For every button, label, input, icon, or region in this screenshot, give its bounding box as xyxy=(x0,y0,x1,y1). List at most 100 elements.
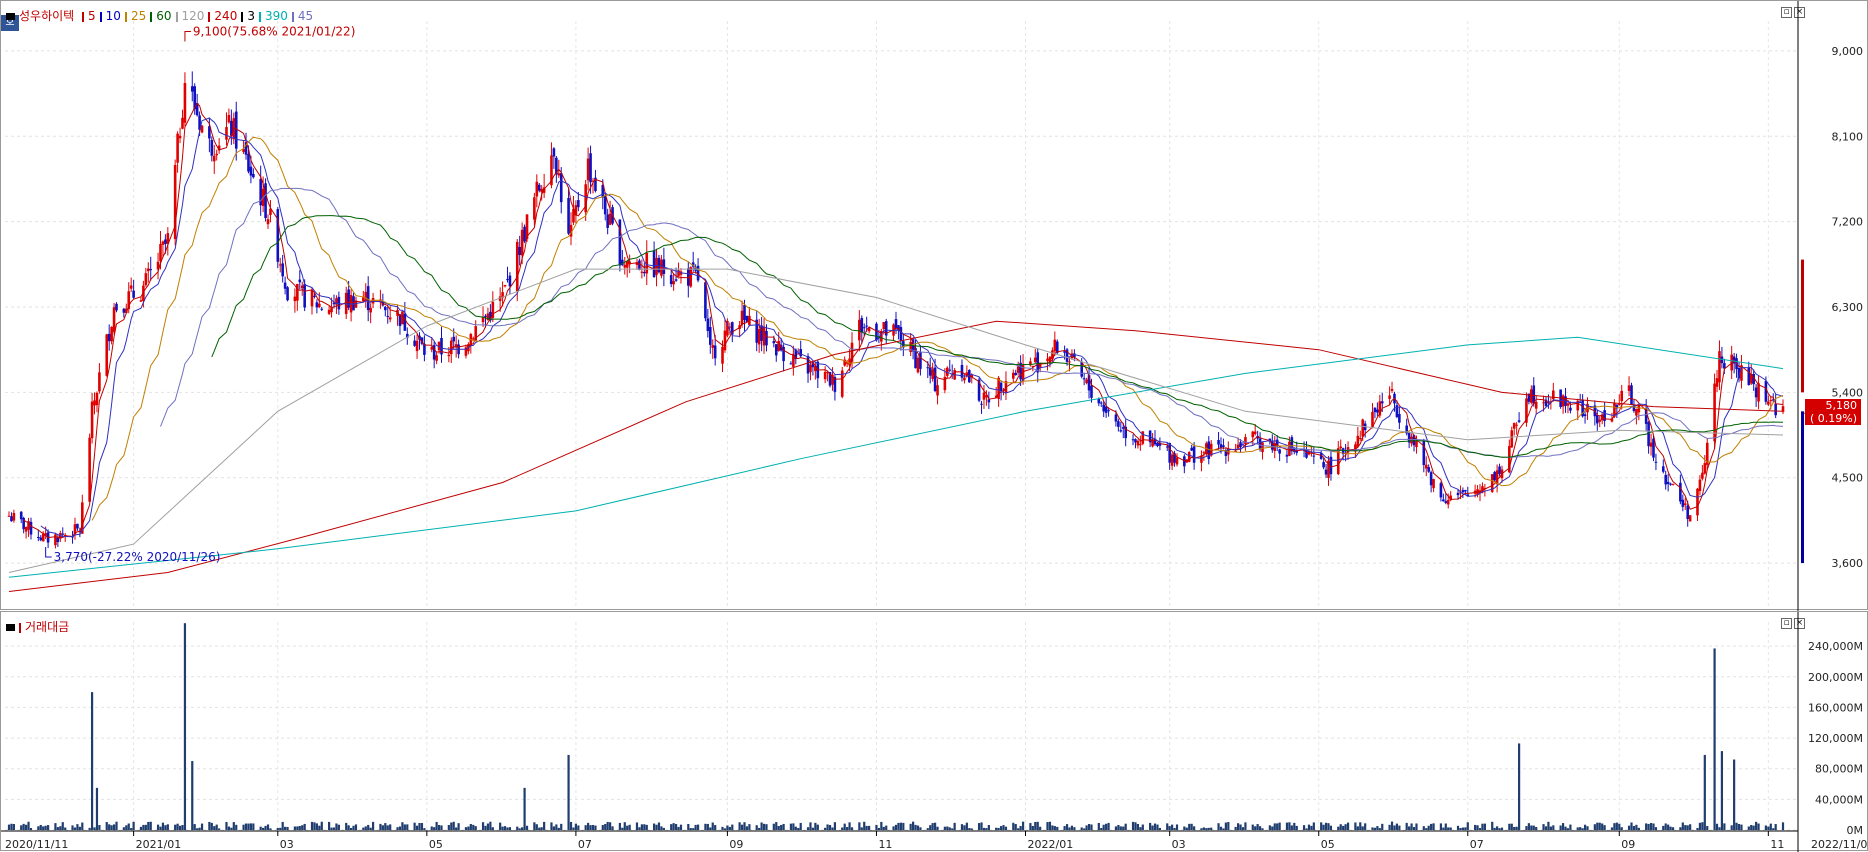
volume-bar xyxy=(1715,823,1719,830)
volume-bar xyxy=(1508,823,1511,830)
candle-body xyxy=(281,263,284,277)
volume-bar xyxy=(130,828,133,830)
candle-body xyxy=(29,521,33,535)
volume-bar xyxy=(1258,826,1262,830)
minimize-icon[interactable]: ▫ xyxy=(1781,7,1792,18)
candle-body xyxy=(183,83,187,123)
volume-bar xyxy=(1764,825,1767,830)
volume-bar xyxy=(1496,826,1499,830)
candle-body xyxy=(1239,442,1242,447)
candle-body xyxy=(449,340,453,355)
ma-label: 240 xyxy=(214,9,238,23)
price-chart-pane[interactable]: 호 성우하이텍 5 10 25 60 120 240 3 390 45 ▫ × 9,000 8,10… xyxy=(0,0,1868,611)
volume-bar xyxy=(1119,826,1122,830)
candle-body xyxy=(997,377,1000,399)
minimize-icon[interactable]: ▫ xyxy=(1781,618,1792,629)
candle-body xyxy=(195,103,199,116)
volume-bar xyxy=(1183,826,1186,830)
volume-bar xyxy=(1234,826,1237,830)
volume-bar xyxy=(1647,823,1650,830)
volume-bar xyxy=(709,827,712,830)
volume-bar xyxy=(1706,826,1709,830)
volume-bar xyxy=(982,827,986,830)
volume-bar xyxy=(88,827,91,830)
volume-bar xyxy=(176,823,179,830)
candle-body xyxy=(1664,474,1668,485)
volume-bar xyxy=(638,827,641,830)
candle-body xyxy=(486,313,490,320)
candle-body xyxy=(674,279,678,281)
volume-bar xyxy=(252,823,255,830)
candle-body xyxy=(828,372,832,386)
y-tick-label: 9,000 xyxy=(1832,45,1864,58)
volume-bar xyxy=(1151,825,1154,830)
volume-bar xyxy=(1664,823,1667,830)
candle-body xyxy=(354,300,358,308)
candle-body xyxy=(1173,453,1176,463)
candle-body xyxy=(1566,403,1570,406)
volume-bar xyxy=(1579,827,1582,830)
volume-bar xyxy=(1254,826,1257,830)
volume-bar xyxy=(591,824,595,830)
candle-body xyxy=(806,356,810,374)
candle-body xyxy=(931,369,934,379)
candle-body xyxy=(1679,482,1682,502)
volume-bar xyxy=(618,822,621,830)
volume-bar xyxy=(440,825,443,830)
volume-bar xyxy=(1510,823,1513,830)
candle-body xyxy=(1019,362,1022,380)
volume-bar xyxy=(1271,826,1274,830)
volume-bar xyxy=(1014,824,1017,830)
volume-bar xyxy=(704,823,707,830)
candle-body xyxy=(1671,484,1675,486)
current-change-tag: ( 0.19%) xyxy=(1805,412,1861,425)
candle-body xyxy=(1192,446,1196,463)
candle-body xyxy=(37,536,40,538)
volume-bar xyxy=(181,825,184,830)
candle-body xyxy=(926,367,930,369)
candle-body xyxy=(862,327,866,329)
candle-body xyxy=(1290,437,1294,452)
volume-bar xyxy=(943,826,946,830)
candle-body xyxy=(161,241,165,245)
volume-bar xyxy=(367,824,370,830)
volume-bar xyxy=(533,822,536,830)
volume-bar xyxy=(232,822,235,830)
high-annotation-leader xyxy=(184,30,191,42)
volume-bar xyxy=(1056,826,1059,830)
volume-bar xyxy=(301,825,304,830)
candle-body xyxy=(1610,418,1614,422)
candle-body xyxy=(1170,454,1174,466)
candle-body xyxy=(960,364,964,378)
candle-body xyxy=(1661,466,1665,472)
volume-bar xyxy=(745,826,749,830)
volume-bar xyxy=(1322,824,1325,830)
volume-bar xyxy=(178,825,182,830)
volume-bar xyxy=(868,825,871,830)
volume-bar xyxy=(672,823,675,830)
volume-bar xyxy=(1703,754,1706,830)
volume-chart-pane[interactable]: 거래대금 ▫ × 240,000M 200,000M 160,000M 120,000M… xyxy=(0,611,1868,852)
candle-body xyxy=(173,165,177,240)
volume-bar xyxy=(1175,824,1179,830)
volume-bar xyxy=(1337,826,1340,830)
close-icon[interactable]: × xyxy=(1794,618,1805,629)
volume-bar xyxy=(1207,827,1210,830)
volume-bar xyxy=(484,825,487,830)
candle-body xyxy=(178,135,182,139)
volume-bar xyxy=(1361,826,1364,830)
volume-bar xyxy=(1527,823,1530,830)
volume-bar xyxy=(183,623,187,830)
volume-bar xyxy=(1131,821,1135,830)
volume-marker-icon xyxy=(19,622,21,633)
close-icon[interactable]: × xyxy=(1794,7,1805,18)
ma-color-marker xyxy=(175,11,178,22)
volume-bar xyxy=(706,823,709,830)
volume-bar xyxy=(828,825,832,830)
volume-bar xyxy=(589,825,592,830)
volume-bar xyxy=(762,823,766,830)
candle-body xyxy=(660,259,663,276)
range-bar-down xyxy=(1801,411,1804,564)
volume-bar xyxy=(1662,825,1665,830)
volume-bar xyxy=(780,824,783,830)
